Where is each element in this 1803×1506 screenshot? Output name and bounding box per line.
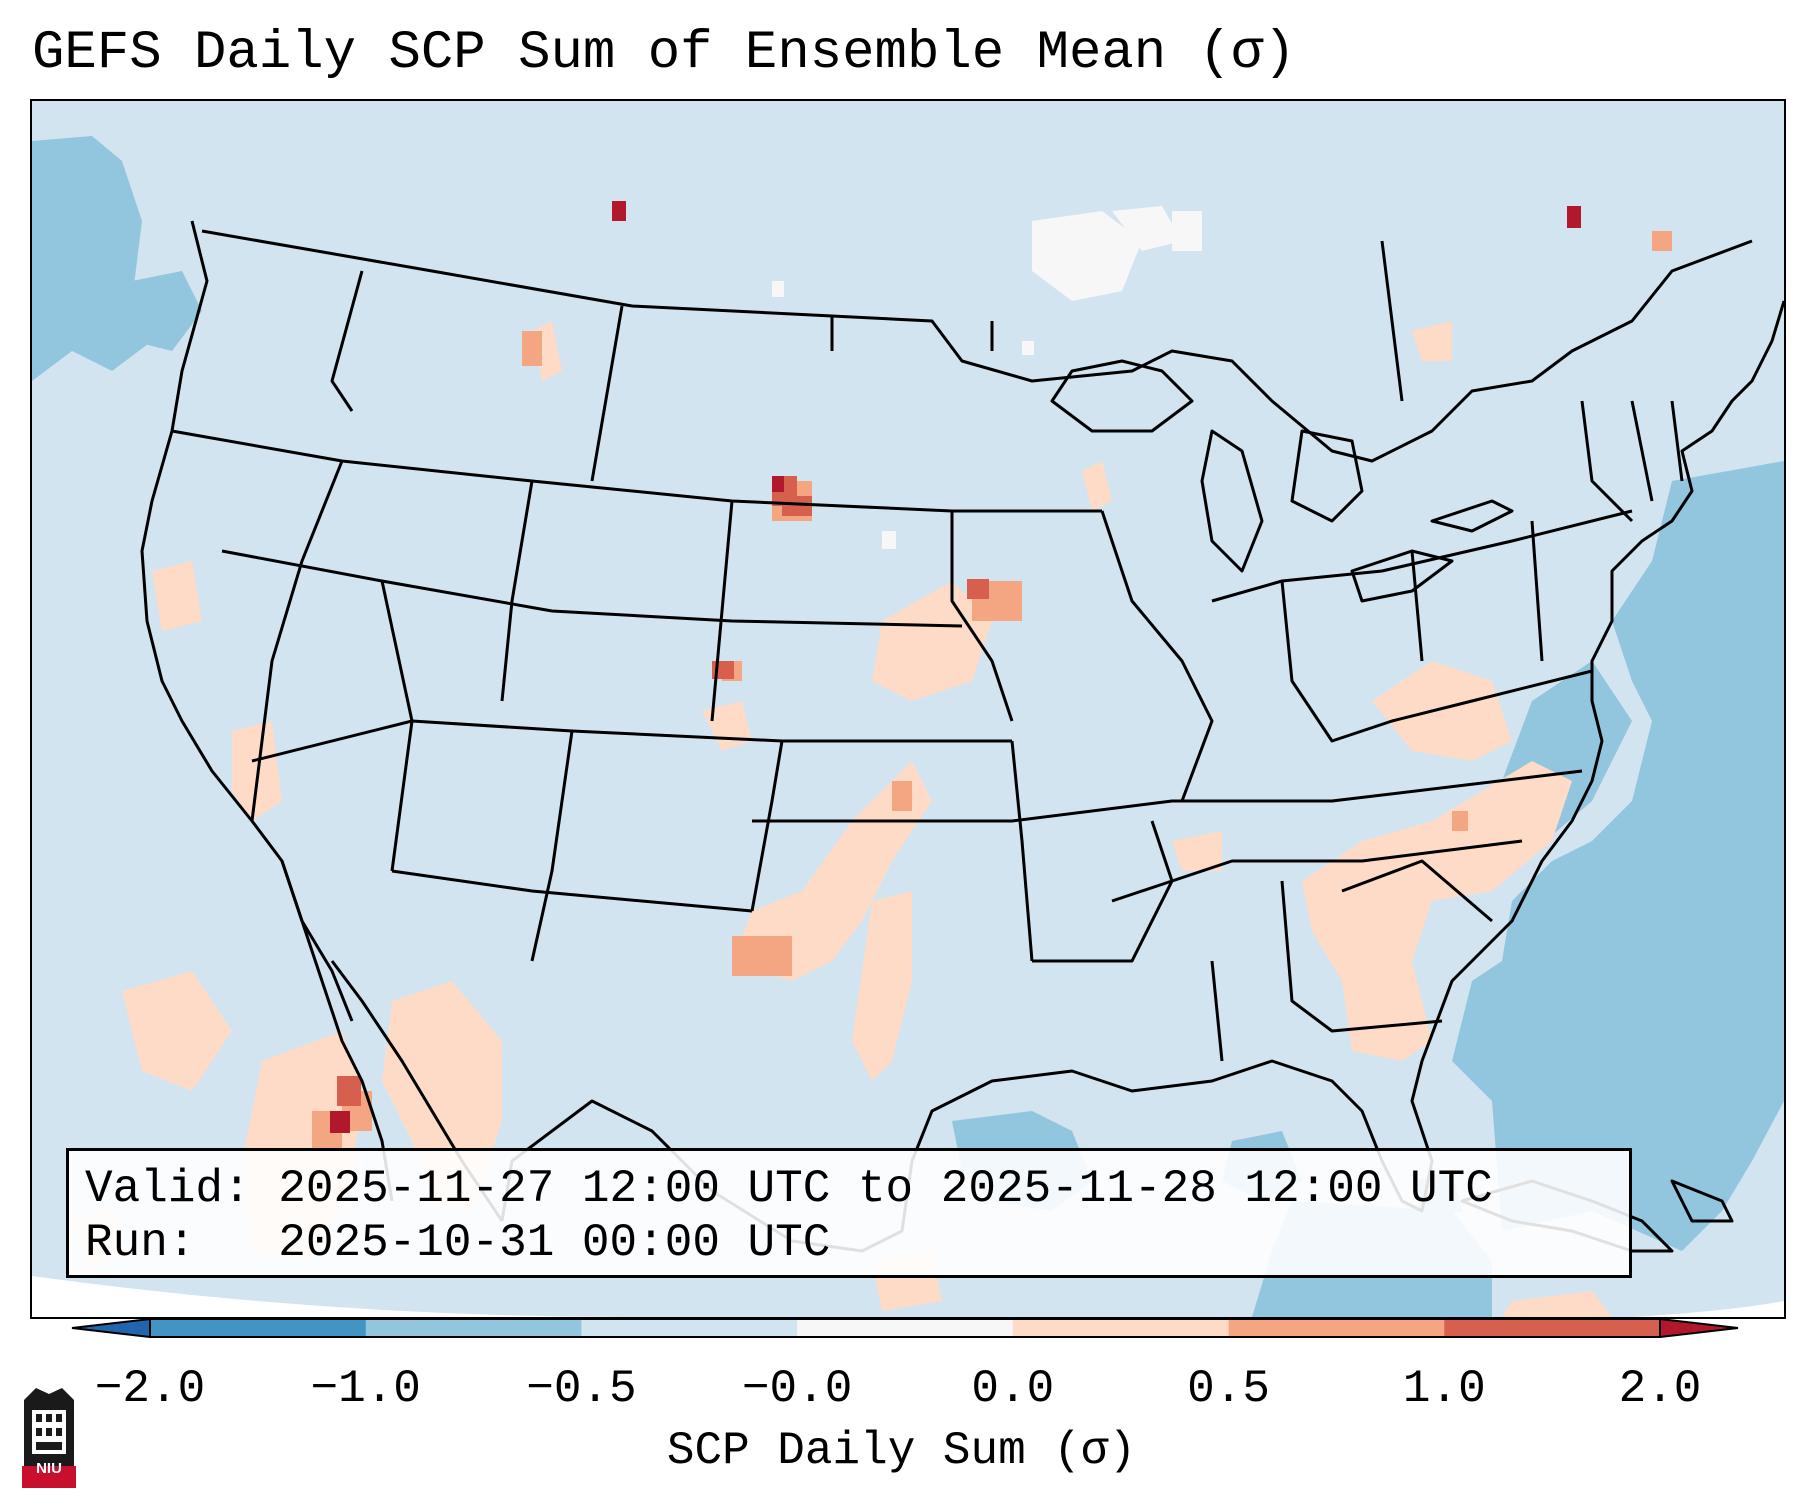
colorbar-bin [1444, 1319, 1661, 1337]
colorbar-bin [365, 1319, 582, 1337]
colorbar-tick-label: 2.0 [1618, 1363, 1702, 1415]
colorbar-extend-low [71, 1317, 151, 1339]
projection-edge [1632, 1301, 1784, 1317]
colorbar-extend-high [1659, 1317, 1739, 1339]
neutral-patches [772, 206, 1202, 549]
valid-range: 2025-11-27 12:00 UTC to 2025-11-28 12:00… [278, 1163, 1493, 1215]
colorbar-tick-label: 0.5 [1187, 1363, 1270, 1415]
niu-logo-text: NIU [36, 1460, 62, 1477]
map-title: GEFS Daily SCP Sum of Ensemble Mean (σ) [32, 23, 1296, 84]
scp-map [30, 99, 1786, 1319]
run-label: Run: [85, 1217, 196, 1269]
colorbar-bin [797, 1319, 1014, 1337]
colorbar-bin [581, 1319, 798, 1337]
extreme-anomaly-regions [330, 201, 1581, 1133]
colorbar-tick-label: −1.0 [310, 1363, 421, 1415]
colorbar-label: SCP Daily Sum (σ) [666, 1425, 1137, 1477]
colorbar-tick-label: −0.5 [526, 1363, 637, 1415]
colorbar-tick-label: −2.0 [94, 1363, 206, 1415]
colorbar-tick-label: −0.0 [741, 1363, 853, 1415]
valid-label: Valid: [85, 1163, 251, 1215]
niu-logo-icon [22, 1388, 76, 1488]
colorbar-tick-label: 1.0 [1402, 1363, 1486, 1415]
colorbar-tick-label: 0.0 [971, 1363, 1055, 1415]
colorbar-bin [150, 1319, 367, 1337]
run-time: 2025-10-31 00:00 UTC [278, 1217, 831, 1269]
colorbar-bin [1012, 1319, 1230, 1337]
projection-edge [32, 1276, 632, 1317]
colorbar-bin [1228, 1319, 1445, 1337]
colorbar [71, 1317, 1739, 1339]
valid-run-info-box: Valid: 2025-11-27 12:00 UTC to 2025-11-2… [66, 1148, 1632, 1278]
